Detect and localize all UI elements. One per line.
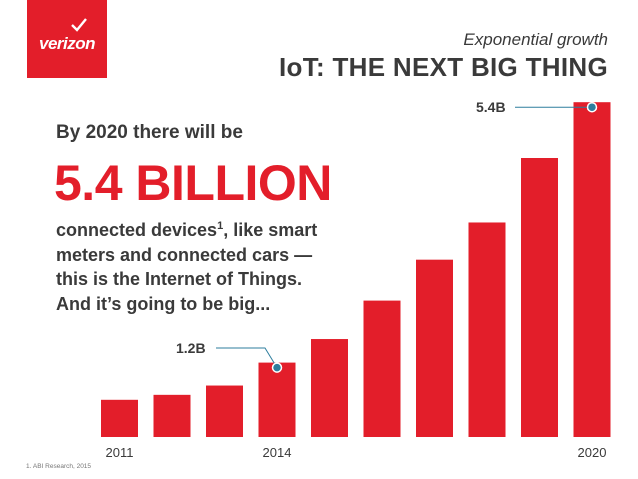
bar-2020 [573, 102, 611, 437]
bar-2019 [521, 158, 558, 437]
x-tick-2020: 2020 [578, 445, 607, 460]
bar-2016 [363, 300, 401, 437]
body-line-4: And it’s going to be big... [56, 293, 271, 314]
marker-2020 [586, 101, 598, 113]
footnote: 1. ABI Research, 2015 [26, 463, 92, 470]
x-tick-2014: 2014 [263, 445, 292, 460]
highlight-number: 5.4 BILLION [54, 155, 332, 211]
body-line-3: this is the Internet of Things. [56, 269, 303, 289]
bar-2011 [101, 399, 138, 437]
x-tick-2011: 2011 [106, 445, 134, 460]
page-subtitle: Exponential growth [463, 30, 608, 49]
lead-text: By 2020 there will be [56, 122, 243, 143]
bar-2014 [258, 362, 296, 437]
annotation-2020: 5.4B [476, 99, 506, 115]
footnote-marker: 1 [217, 220, 224, 232]
bar-2017 [416, 259, 453, 437]
body-line-1: connected devices1, like smart [56, 220, 318, 240]
page-title: IoT: THE NEXT BIG THING [278, 52, 608, 82]
marker-2014 [271, 362, 283, 373]
bar-2018 [468, 222, 506, 437]
leader-line-2014 [216, 347, 278, 368]
logo-wordmark: verizon [38, 34, 96, 53]
body-line-2: meters and connected cars — [56, 244, 313, 265]
checkmark-icon [71, 18, 87, 32]
bar-2012 [153, 394, 191, 437]
verizon-logo: verizon [27, 0, 107, 78]
bar-2013 [206, 385, 243, 437]
body-text: connected devices1, like smart meters an… [56, 214, 317, 316]
annotation-2014: 1.2B [176, 340, 206, 356]
bar-2015 [311, 339, 348, 437]
